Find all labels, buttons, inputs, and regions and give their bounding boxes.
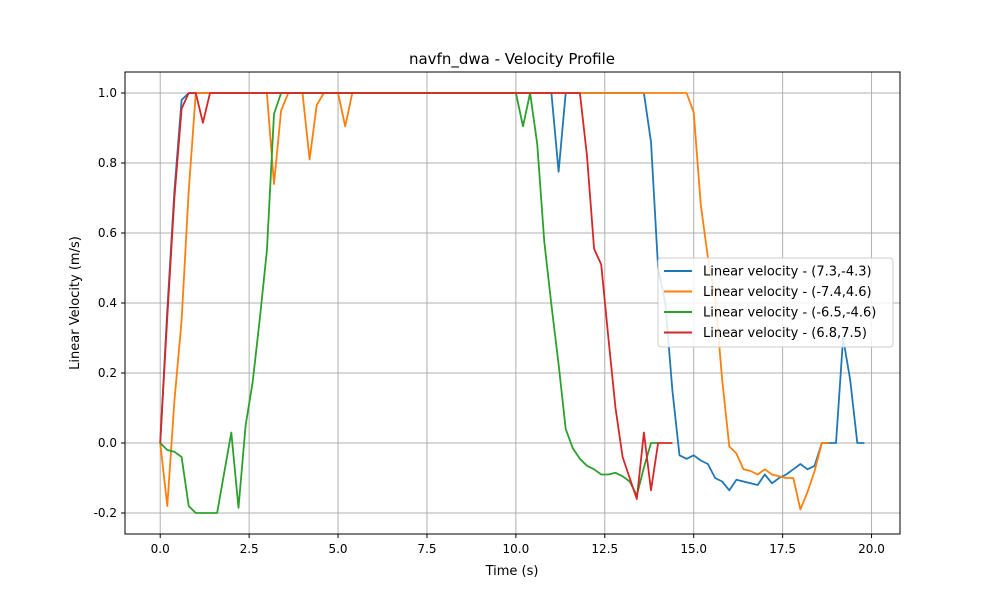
y-tick-label: 0.6 [98, 226, 117, 240]
x-tick-label: 17.5 [769, 542, 796, 556]
legend-box [657, 257, 894, 348]
x-tick-label: 7.5 [417, 542, 436, 556]
legend-label-3: Linear velocity - (-6.5,-4.6) [703, 306, 876, 321]
y-axis-ticks: -0.2 0.0 0.2 0.4 0.6 0.8 1.0 [94, 86, 125, 520]
x-tick-label: 12.5 [591, 542, 618, 556]
x-axis-title: Time (s) [485, 564, 539, 579]
legend-label-2: Linear velocity - (-7.4,4.6) [703, 285, 872, 300]
y-tick-label: 0.2 [98, 366, 117, 380]
x-tick-label: 0.0 [151, 542, 170, 556]
x-tick-label: 10.0 [503, 542, 530, 556]
grid-lines [125, 72, 900, 534]
y-tick-label: 0.4 [98, 296, 117, 310]
x-tick-label: 5.0 [328, 542, 347, 556]
legend: Linear velocity - (7.3,-4.3) Linear veloc… [657, 257, 894, 348]
x-axis-ticks: 0.0 2.5 5.0 7.5 10.0 12.5 15.0 17.5 20.0 [151, 534, 885, 556]
y-tick-label: -0.2 [94, 506, 117, 520]
series-line-4 [159, 92, 673, 500]
x-tick-label: 20.0 [858, 542, 885, 556]
y-tick-label: 0.8 [98, 156, 117, 170]
legend-label-1: Linear velocity - (7.3,-4.3) [703, 265, 872, 280]
chart-title: navfn_dwa - Velocity Profile [409, 50, 615, 69]
series-lines [159, 92, 865, 514]
y-tick-label: 0.0 [98, 436, 117, 450]
legend-label-4: Linear velocity - (6.8,7.5) [703, 326, 867, 341]
y-tick-label: 1.0 [98, 86, 117, 100]
x-tick-label: 15.0 [680, 542, 707, 556]
x-tick-label: 2.5 [240, 542, 259, 556]
y-axis-title: Linear Velocity (m/s) [68, 236, 83, 370]
